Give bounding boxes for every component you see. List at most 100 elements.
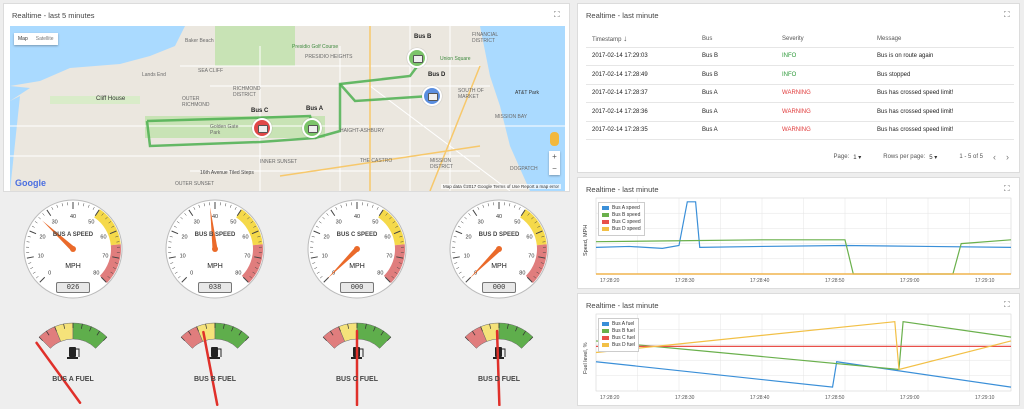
series-line-1 bbox=[595, 321, 1012, 371]
table-row[interactable]: 2017-02-14 17:28:37 Bus A WARNING Bus has c… bbox=[586, 84, 1014, 103]
zoom-in-button[interactable]: + bbox=[552, 152, 557, 161]
fuel-chart-legend: Bus A fuel Bus B fuel Bus C fuel Bus D fuel bbox=[598, 318, 640, 352]
legend-entry[interactable]: Bus D fuel bbox=[602, 342, 635, 349]
gauge-tick-label: 40 bbox=[354, 214, 360, 220]
gauge-tick bbox=[455, 230, 463, 235]
speed-gauge-title: BUS A SPEED bbox=[52, 232, 94, 238]
speed-chart-legend: Bus A speed Bus B speed Bus C speed Bus D s… bbox=[598, 202, 645, 236]
gauge-tick bbox=[310, 256, 318, 259]
gauge-tick bbox=[335, 207, 338, 210]
bus-d-label: Bus D bbox=[428, 72, 446, 78]
gauge-tick bbox=[509, 203, 511, 207]
next-page-chevron-icon[interactable]: › bbox=[1006, 152, 1009, 162]
column-header-timestamp[interactable]: Timestamp ↓ bbox=[586, 31, 696, 48]
map-panel: Realtime - last 5 minutes ⛶ bbox=[3, 3, 570, 192]
map-button[interactable]: Map bbox=[18, 36, 28, 42]
pump-body bbox=[69, 347, 76, 357]
rows-per-page-select[interactable]: 5 ▾ bbox=[929, 154, 938, 161]
fuel-gauge-zone bbox=[72, 322, 108, 349]
cell-timestamp: 2017-02-14 17:28:36 bbox=[586, 102, 696, 122]
table-row[interactable]: 2017-02-14 17:29:03 Bus B INFO Bus is on ro… bbox=[586, 47, 1014, 66]
gauge-tick bbox=[29, 230, 37, 235]
gauge-tick bbox=[198, 204, 201, 208]
column-header-bus[interactable]: Bus bbox=[696, 31, 776, 48]
legend-entry[interactable]: Bus C speed bbox=[602, 219, 641, 226]
cell-severity: WARNING bbox=[776, 102, 871, 122]
bus-a-label: Bus A bbox=[306, 106, 324, 112]
fullscreen-icon[interactable]: ⛶ bbox=[1004, 300, 1010, 309]
prev-page-chevron-icon[interactable]: ‹ bbox=[993, 152, 996, 162]
legend-entry[interactable]: Bus A speed bbox=[602, 205, 641, 212]
gauge-tick bbox=[170, 262, 174, 264]
legend-swatch bbox=[602, 321, 609, 326]
gauge-tick bbox=[242, 276, 249, 283]
fuel-gauge-tick bbox=[347, 323, 349, 329]
fuel-gauge-tick bbox=[330, 330, 334, 336]
gauge-tick-label: 10 bbox=[180, 253, 186, 259]
fullscreen-icon[interactable]: ⛶ bbox=[554, 10, 560, 19]
x-tick-label: 17:28:30 bbox=[675, 395, 695, 401]
fuel-gauge-tick bbox=[464, 336, 469, 341]
zoom-out-button[interactable]: − bbox=[552, 164, 557, 173]
column-header-severity[interactable]: Severity bbox=[776, 31, 871, 48]
bus-b-marker[interactable] bbox=[407, 48, 427, 68]
gauge-tick bbox=[38, 216, 41, 220]
gauge-red-zone bbox=[383, 244, 405, 283]
speed-chart-title: Realtime - last minute bbox=[586, 185, 659, 194]
legend-entry[interactable]: Bus A fuel bbox=[602, 321, 635, 328]
fuel-gauge-tick bbox=[38, 336, 43, 341]
pump-hose bbox=[76, 348, 80, 357]
page-select[interactable]: 1 ▾ bbox=[853, 154, 862, 161]
satellite-button[interactable]: Satellite bbox=[35, 36, 54, 42]
gauge-tick bbox=[172, 267, 176, 269]
gauge-tick bbox=[46, 209, 52, 217]
table-row[interactable]: 2017-02-14 17:28:35 Bus A WARNING Bus has c… bbox=[586, 121, 1014, 140]
legend-entry[interactable]: Bus B fuel bbox=[602, 328, 635, 335]
gauge-tick bbox=[114, 262, 118, 264]
place-label: Union Square bbox=[440, 56, 471, 62]
legend-swatch bbox=[602, 335, 609, 340]
fullscreen-icon[interactable]: ⛶ bbox=[1004, 10, 1010, 19]
bus-c-marker[interactable] bbox=[252, 118, 272, 138]
bus-route-map[interactable]: Map Satellite Lands End Cliff House SEA … bbox=[10, 26, 565, 191]
gauge-tick bbox=[251, 230, 259, 235]
gauge-tick bbox=[398, 262, 402, 264]
gauge-tick bbox=[109, 230, 117, 235]
gauge-tick-label: 70 bbox=[528, 253, 534, 259]
bus-d-marker[interactable] bbox=[422, 86, 442, 106]
legend-entry[interactable]: Bus C fuel bbox=[602, 335, 635, 342]
page-range: 1 - 5 of 5 bbox=[959, 154, 983, 160]
gauge-tick bbox=[537, 225, 541, 228]
street-view-pegman-icon[interactable] bbox=[550, 132, 559, 146]
gauge-tick bbox=[340, 204, 343, 208]
gauge-tick-label: 30 bbox=[52, 220, 58, 226]
cell-severity: INFO bbox=[776, 65, 871, 85]
gauge-tick-label: 20 bbox=[323, 234, 329, 240]
gauge-tick bbox=[257, 236, 261, 238]
table-row[interactable]: 2017-02-14 17:28:49 Bus B INFO Bus stopped bbox=[586, 65, 1014, 85]
table-row[interactable]: 2017-02-14 17:28:36 Bus A WARNING Bus has c… bbox=[586, 102, 1014, 122]
gauge-tick bbox=[250, 221, 254, 224]
legend-entry[interactable]: Bus B speed bbox=[602, 212, 641, 219]
gauge-tick bbox=[472, 209, 478, 217]
place-label: HAIGHT-ASHBURY bbox=[340, 128, 385, 134]
fuel-gauge-tick bbox=[472, 330, 476, 336]
sort-arrow-down-icon[interactable]: ↓ bbox=[623, 34, 628, 44]
gauge-tick bbox=[254, 267, 258, 269]
speed-gauge-unit: MPH bbox=[491, 263, 507, 270]
place-label: THE CASTRO bbox=[360, 158, 393, 164]
fullscreen-icon[interactable]: ⛶ bbox=[1004, 184, 1010, 193]
fuel-gauge-tick bbox=[89, 326, 92, 332]
gauge-red-zone bbox=[99, 244, 121, 283]
bus-a-marker[interactable] bbox=[302, 118, 322, 138]
gauge-tick bbox=[399, 236, 403, 238]
fuel-gauge-tick bbox=[365, 323, 367, 329]
legend-label: Bus C fuel bbox=[612, 335, 636, 341]
legend-entry[interactable]: Bus D speed bbox=[602, 226, 641, 233]
fuel-gauge-tick bbox=[223, 323, 225, 329]
cell-bus: Bus B bbox=[696, 47, 776, 66]
map-attribution[interactable]: Map data ©2017 Google Terms of Use Repor… bbox=[440, 184, 561, 189]
gauge-tick bbox=[171, 230, 179, 235]
pump-body bbox=[211, 347, 218, 357]
column-header-message[interactable]: Message bbox=[871, 31, 1014, 48]
